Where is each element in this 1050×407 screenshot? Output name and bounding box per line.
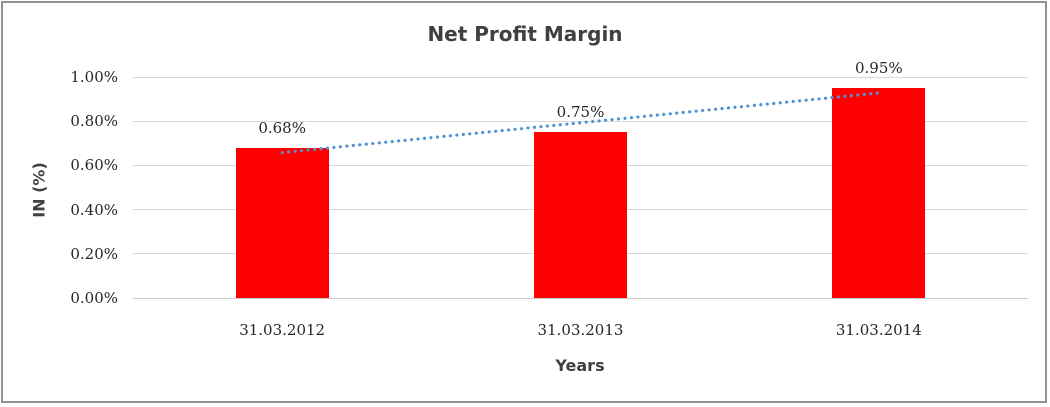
y-tick-label: 0.20% bbox=[70, 244, 118, 263]
bar bbox=[235, 147, 329, 298]
bar-data-label: 0.68% bbox=[258, 118, 306, 137]
y-tick-label: 0.60% bbox=[70, 156, 118, 175]
chart-title: Net Profit Margin bbox=[427, 22, 623, 46]
gridline bbox=[133, 297, 1028, 299]
y-tick-label: 0.80% bbox=[70, 112, 118, 131]
bar bbox=[832, 88, 926, 298]
x-category-label: 31.03.2013 bbox=[537, 321, 624, 339]
bar-data-label: 0.95% bbox=[855, 59, 903, 78]
y-tick-label: 1.00% bbox=[70, 68, 118, 86]
gridline bbox=[133, 120, 1028, 122]
bar bbox=[534, 132, 627, 298]
x-category-label: 31.03.2012 bbox=[239, 321, 326, 339]
x-category-label: 31.03.2014 bbox=[835, 321, 922, 339]
y-tick-label: 0.00% bbox=[70, 289, 118, 307]
x-axis-title: Years bbox=[555, 356, 605, 375]
gridline bbox=[133, 76, 1028, 78]
trendline bbox=[280, 91, 881, 155]
bar-data-label: 0.75% bbox=[556, 103, 605, 122]
y-tick-label: 0.40% bbox=[70, 200, 118, 219]
